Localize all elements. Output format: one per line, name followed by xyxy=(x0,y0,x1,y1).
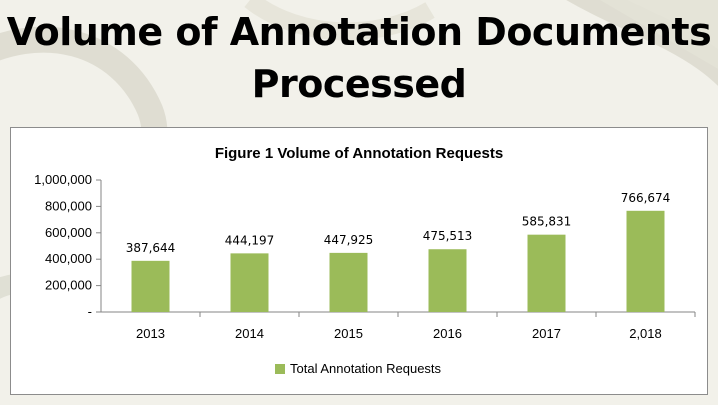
data-label: 766,674 xyxy=(621,191,671,205)
legend-label: Total Annotation Requests xyxy=(290,361,442,376)
legend-swatch xyxy=(275,364,285,374)
bar-2013 xyxy=(131,260,170,312)
y-tick-label: - xyxy=(88,304,92,319)
chart-title: Figure 1 Volume of Annotation Requests xyxy=(215,145,503,162)
x-tick-label: 2014 xyxy=(235,326,264,341)
data-label: 387,644 xyxy=(126,241,176,255)
x-tick-label: 2015 xyxy=(334,326,363,341)
data-label: 447,925 xyxy=(324,233,374,247)
bar-2017 xyxy=(527,234,566,312)
y-tick-label: 800,000 xyxy=(45,198,92,213)
bar-chart: Figure 1 Volume of Annotation Requests -… xyxy=(34,145,696,376)
bar-2015 xyxy=(329,252,368,312)
y-tick-label: 200,000 xyxy=(45,278,92,293)
y-tick-label: 600,000 xyxy=(45,225,92,240)
y-tick-label: 400,000 xyxy=(45,251,92,266)
slide-title: Volume of Annotation Documents Processed xyxy=(0,6,718,110)
bar-2016 xyxy=(428,249,467,312)
y-tick-label: 1,000,000 xyxy=(34,172,92,187)
data-label: 444,197 xyxy=(225,233,275,247)
x-tick-label: 2016 xyxy=(433,326,462,341)
x-tick-label: 2017 xyxy=(532,326,561,341)
chart-frame: Figure 1 Volume of Annotation Requests -… xyxy=(10,127,708,395)
bar-2,018 xyxy=(626,210,665,312)
slide-title-line1: Volume of Annotation Documents xyxy=(6,10,712,54)
x-tick-label: 2,018 xyxy=(629,326,662,341)
x-tick-label: 2013 xyxy=(136,326,165,341)
slide-title-line2: Processed xyxy=(251,62,467,106)
bar-2014 xyxy=(230,253,269,312)
data-label: 585,831 xyxy=(522,215,572,229)
data-label: 475,513 xyxy=(423,229,473,243)
